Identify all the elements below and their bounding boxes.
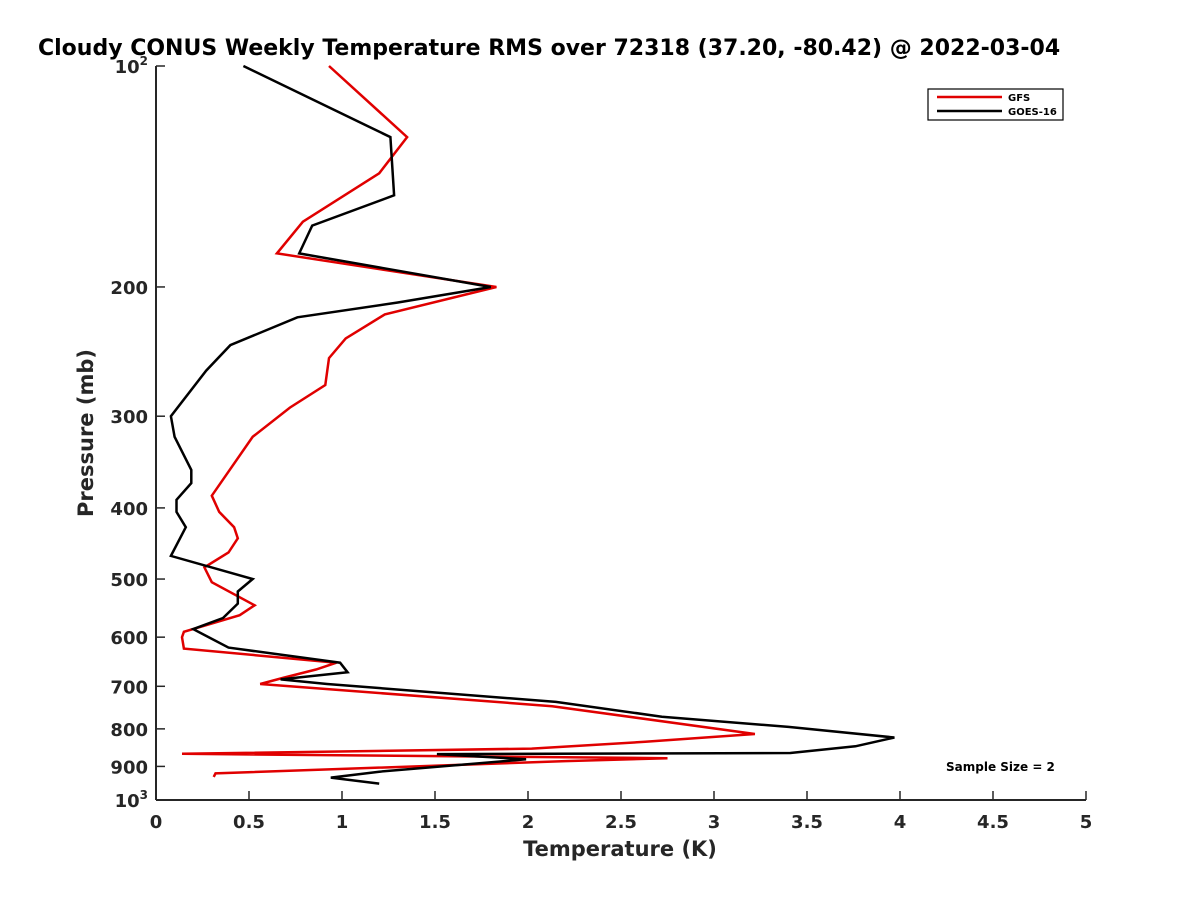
- legend-label: GOES-16: [1008, 107, 1057, 118]
- x-tick-label: 2: [522, 812, 535, 833]
- series-line-goes-16: [169, 64, 895, 785]
- x-tick-label: 4: [894, 812, 907, 833]
- x-axis-label: Temperature (K): [523, 837, 717, 861]
- y-tick-label: 500: [110, 570, 148, 591]
- legend-box: [927, 88, 1064, 121]
- x-tick-label: 1: [336, 812, 349, 833]
- legend-label: GFS: [1008, 93, 1030, 104]
- y-tick-label: 700: [110, 677, 148, 698]
- x-tick-label: 4.5: [977, 812, 1009, 833]
- y-tick-label: 103: [115, 788, 148, 812]
- y-tick-label: 800: [110, 720, 148, 741]
- x-tick-label: 1.5: [419, 812, 451, 833]
- axes: 0 0.5 1 1.5 2 2.5 3 3.5 4 4.5 5 102 200 300 400 500 600 7…: [110, 54, 1092, 833]
- chart-title: Cloudy CONUS Weekly Temperature RMS over…: [38, 36, 1060, 61]
- sample-size-annotation: Sample Size = 2: [946, 760, 1055, 774]
- y-tick-label: 300: [110, 407, 148, 428]
- y-tick-label: 200: [110, 278, 148, 299]
- legend: GFS GOES-16: [927, 88, 1064, 121]
- x-tick-label: 0.5: [233, 812, 265, 833]
- y-tick-label: 102: [115, 54, 148, 78]
- y-tick-label: 400: [110, 499, 148, 520]
- y-tick-label: 900: [110, 757, 148, 778]
- y-tick-label: 600: [110, 628, 148, 649]
- x-tick-label: 3: [708, 812, 721, 833]
- series-layer: [169, 64, 895, 785]
- x-tick-label: 2.5: [605, 812, 637, 833]
- x-tick-label: 0: [150, 812, 163, 833]
- series-line-gfs: [180, 65, 756, 778]
- x-tick-label: 5: [1080, 812, 1093, 833]
- y-axis-label: Pressure (mb): [74, 349, 98, 517]
- x-tick-label: 3.5: [791, 812, 823, 833]
